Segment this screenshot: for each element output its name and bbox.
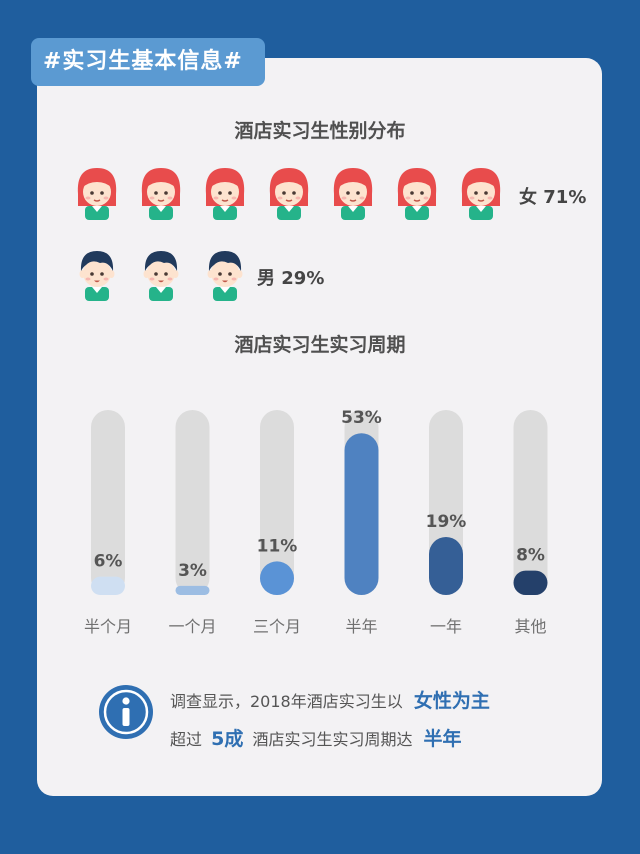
bar-value-label: 8% bbox=[516, 546, 545, 566]
period-bar-chart: 6% 半个月 3% 一个月 11% 三个月 53% 半年 19% 一年 8% 其他 bbox=[84, 408, 548, 636]
bar-fill bbox=[429, 537, 463, 595]
female-person-icon bbox=[136, 164, 186, 222]
info-emph-5cheng: 5成 bbox=[211, 728, 244, 750]
category-label: 半年 bbox=[345, 617, 377, 636]
bar-fill bbox=[91, 576, 125, 595]
category-label: 一年 bbox=[430, 617, 462, 636]
bar-value-label: 3% bbox=[178, 561, 207, 581]
female-person-icon bbox=[200, 164, 250, 222]
bar-value-label: 19% bbox=[426, 512, 467, 532]
info-line2-prefix: 超过 bbox=[170, 730, 203, 749]
female-percent: 71% bbox=[543, 187, 587, 208]
female-person-icon bbox=[328, 164, 378, 222]
info-emph-female: 女性为主 bbox=[413, 690, 490, 712]
female-person-icon bbox=[72, 164, 122, 222]
bar-fill bbox=[513, 570, 548, 595]
male-label-text: 男 bbox=[257, 268, 275, 289]
info-line-1: 调查显示，2018年酒店实习生以 女性为主 bbox=[170, 686, 490, 713]
content-card bbox=[37, 58, 602, 796]
category-label: 三个月 bbox=[253, 617, 301, 636]
section-tag: #实习生基本信息# bbox=[31, 38, 265, 86]
male-person-icon bbox=[72, 245, 122, 303]
info-icon bbox=[99, 685, 153, 739]
bar-track bbox=[175, 410, 210, 595]
male-person-icon bbox=[200, 245, 250, 303]
bar-track bbox=[260, 410, 294, 595]
bar-track bbox=[513, 410, 548, 595]
bar-value-label: 53% bbox=[341, 408, 382, 428]
bar-fill bbox=[344, 433, 379, 595]
bar-fill bbox=[260, 561, 294, 595]
female-label-text: 女 bbox=[519, 187, 537, 208]
category-label: 一个月 bbox=[168, 617, 216, 636]
category-label: 其他 bbox=[514, 617, 546, 636]
male-percent: 29% bbox=[281, 268, 325, 289]
bar-value-label: 11% bbox=[257, 536, 298, 556]
bar-fill bbox=[175, 585, 210, 595]
female-person-icon bbox=[456, 164, 506, 222]
male-person-icon bbox=[136, 245, 186, 303]
info-emph-halfyear: 半年 bbox=[423, 728, 462, 750]
bar-value-label: 6% bbox=[94, 552, 123, 572]
info-line-2: 超过 5成 酒店实习生实习周期达 半年 bbox=[170, 724, 462, 751]
info-line1-text: 调查显示，2018年酒店实习生以 bbox=[170, 692, 403, 711]
female-person-icon bbox=[392, 164, 442, 222]
female-label: 女 71% bbox=[519, 183, 586, 209]
bar-track bbox=[91, 410, 125, 595]
male-label: 男 29% bbox=[257, 264, 324, 290]
gender-title: 酒店实习生性别分布 bbox=[234, 120, 406, 142]
category-label: 半个月 bbox=[84, 617, 132, 636]
female-person-icon bbox=[264, 164, 314, 222]
period-title: 酒店实习生实习周期 bbox=[234, 334, 406, 356]
info-line2-mid: 酒店实习生实习周期达 bbox=[252, 730, 413, 749]
